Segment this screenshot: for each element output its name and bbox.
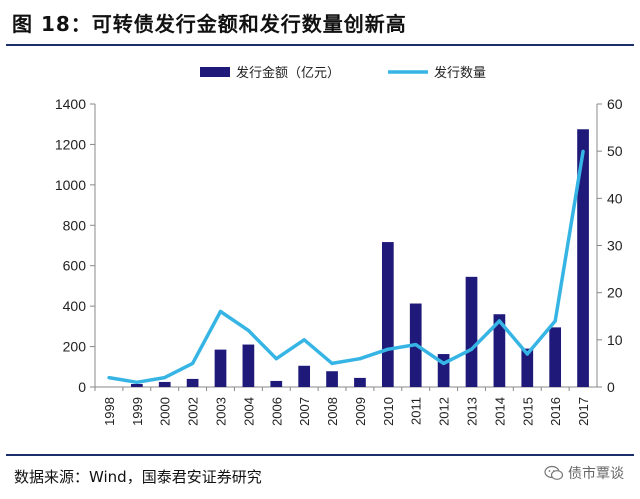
title-rule [6,44,634,46]
source-note: 数据来源：Wind，国泰君安证券研究 [14,468,262,486]
left-tick-label: 200 [63,339,87,355]
bar [158,381,171,387]
line-point [469,347,474,351]
line-point [330,361,334,366]
source-rule [6,454,634,456]
bar [437,354,450,387]
x-tick-label: 2000 [158,397,173,426]
left-tick-label: 800 [63,217,87,233]
bar [381,242,394,387]
left-tick-label: 1000 [55,177,86,193]
bar [298,365,311,387]
left-tick-label: 0 [78,379,86,395]
bar [354,377,366,387]
x-tick-label: 2012 [437,397,452,426]
line-point [163,375,167,380]
legend-swatch-bar [200,67,230,77]
right-tick-label: 50 [607,143,623,159]
left-tick-label: 1400 [55,96,86,112]
line-point [246,328,250,332]
right-tick-label: 20 [607,285,623,301]
right-tick-label: 10 [607,332,623,348]
line-point [414,342,418,347]
line-point [191,361,195,366]
bar [186,378,199,387]
wechat-icon [544,465,564,480]
x-tick-label: 2004 [241,397,256,426]
bar [493,314,506,387]
figure-title: 图 18：可转债发行金额和发行数量创新高 [12,12,407,36]
x-tick-label: 1998 [102,397,117,426]
x-tick-label: 2013 [465,397,480,426]
combo-chart: 发行金额（亿元） 发行数量 020040060080010001200140001… [55,65,623,426]
x-tick-label: 2008 [325,397,340,426]
x-tick-label: 2015 [520,397,535,426]
line-point [274,357,278,361]
right-tick-label: 30 [607,238,623,254]
x-tick-label: 2003 [214,397,229,426]
watermark: 债市覃谈 [544,463,624,483]
bar [242,344,255,387]
legend: 发行金额（亿元） 发行数量 [200,65,486,80]
bar [214,349,227,387]
x-tick-label: 2014 [492,397,507,426]
left-tick-label: 1200 [55,136,86,152]
legend-label-line: 发行数量 [434,65,486,80]
bar [130,383,143,387]
bar [549,327,562,387]
x-tick-label: 2002 [186,397,201,426]
bar [521,348,534,387]
line-point [135,380,139,384]
x-tick-labels: 1998 1999 2000 2002 2003 2004 2006 2007 2008 2009… [94,387,591,426]
left-tick-label: 400 [63,298,87,314]
right-tick-label: 60 [607,96,623,112]
x-tick-label: 2007 [297,397,312,426]
line-point [386,347,390,351]
bar [270,380,283,387]
line-point [358,357,362,361]
right-tick-label: 40 [607,190,623,206]
x-tick-label: 2010 [381,397,396,426]
legend-label-bar: 发行金额（亿元） [236,65,340,80]
line-point [107,375,111,380]
bar [465,276,478,387]
line-point [553,319,557,323]
left-tick-label: 600 [63,258,87,274]
x-tick-label: 2006 [269,397,284,426]
count-line [108,150,585,385]
line-point [581,149,585,153]
x-tick-label: 1999 [130,397,145,426]
line-point [302,338,306,342]
bar [326,371,338,387]
x-tick-label: 2011 [409,397,424,425]
x-tick-label: 2009 [353,397,368,426]
line-series [107,149,585,385]
x-tick-label: 2016 [548,397,563,426]
line-point [218,309,223,314]
watermark-text: 债市覃谈 [568,466,624,482]
bar [577,129,589,387]
line-point [525,352,529,356]
line-point [442,361,446,366]
right-tick-label: 0 [607,379,615,395]
line-point [497,319,501,323]
axes: 0 200 400 600 800 1000 1200 1400 0 10 20 30 40 50 60 [55,96,623,395]
x-tick-label: 2017 [576,397,591,426]
